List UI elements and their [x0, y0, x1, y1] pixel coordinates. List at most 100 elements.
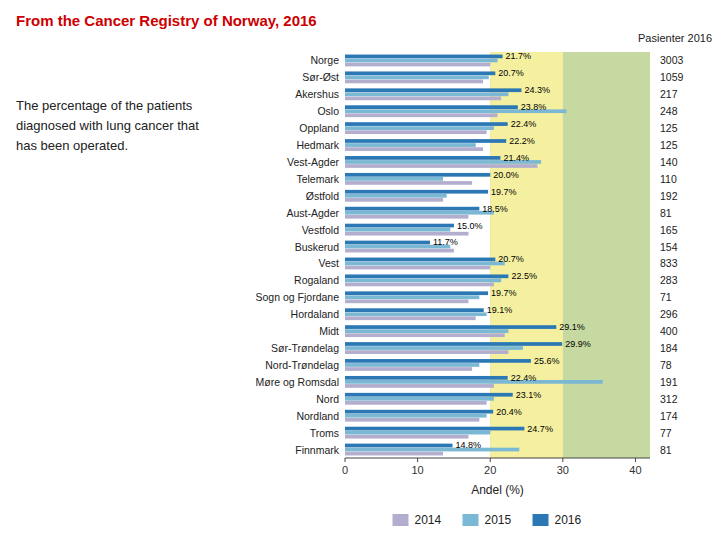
subtitle: The percentage of the patientsdiagnosed …: [16, 98, 199, 153]
legend-label: 2015: [485, 513, 512, 527]
bar: [345, 164, 537, 168]
y-tick-label: Telemark: [296, 173, 339, 185]
bar: [345, 241, 430, 245]
legend-label: 2016: [555, 513, 582, 527]
bar: [345, 224, 454, 228]
data-label: 22.5%: [511, 271, 537, 281]
right-tick-label: 312: [660, 393, 678, 405]
y-tick-label: Buskerud: [295, 241, 340, 253]
bar: [345, 190, 488, 194]
bar: [345, 194, 447, 198]
bar: [345, 143, 476, 147]
bar: [345, 80, 483, 84]
data-label: 21.4%: [503, 153, 529, 163]
x-tick: [635, 458, 636, 462]
bar: [345, 211, 494, 215]
data-label: 19.7%: [491, 187, 517, 197]
y-tick-label: Sogn og Fjordane: [256, 291, 340, 303]
y-tick-label: Vest: [319, 257, 340, 269]
right-tick-label: 77: [660, 427, 672, 439]
bar: [345, 215, 468, 219]
data-label: 19.7%: [491, 288, 517, 298]
bar: [345, 139, 506, 143]
y-tick-label: Hedmark: [296, 139, 339, 151]
y-tick-label: Nord-Trøndelag: [265, 359, 339, 371]
right-tick-label: 125: [660, 122, 678, 134]
bar: [345, 105, 518, 109]
bar: [345, 274, 508, 278]
right-tick-label: 165: [660, 224, 678, 236]
plot-area: [345, 52, 650, 458]
bar: [345, 401, 487, 405]
y-tick-label: Østfold: [306, 190, 339, 202]
data-label: 23.1%: [516, 390, 542, 400]
y-tick-label: Finnmark: [295, 444, 340, 456]
bar: [345, 198, 443, 202]
right-tick-label: 400: [660, 325, 678, 337]
bar: [345, 228, 450, 232]
bar: [345, 92, 508, 96]
data-label: 11.7%: [433, 237, 458, 247]
data-label: 20.0%: [493, 170, 519, 180]
y-tick-label: Midt: [319, 325, 339, 337]
data-label: 20.7%: [498, 68, 524, 78]
bar: [345, 448, 519, 452]
data-label: 19.1%: [487, 305, 513, 315]
bar: [345, 173, 490, 177]
bar: [345, 346, 523, 350]
bar: [345, 232, 468, 236]
right-tick-label: 184: [660, 342, 678, 354]
chart: From the Cancer Registry of Norway, 2016…: [0, 0, 720, 540]
bar: [345, 384, 494, 388]
x-tick-label: 40: [629, 464, 641, 476]
bar: [345, 207, 479, 211]
right-tick-label: 3003: [660, 54, 684, 66]
bar: [345, 258, 495, 262]
y-tick-label: Vestfold: [302, 224, 340, 236]
right-tick-label: 248: [660, 105, 678, 117]
right-tick-label: 154: [660, 241, 678, 253]
bar: [345, 96, 501, 100]
bar: [345, 308, 484, 312]
right-tick-label: 296: [660, 308, 678, 320]
right-tick-label: 217: [660, 88, 678, 100]
x-tick-label: 0: [342, 464, 348, 476]
data-label: 18.5%: [482, 204, 508, 214]
x-tick: [345, 458, 346, 462]
x-tick-label: 10: [411, 464, 423, 476]
bar: [345, 63, 490, 67]
bar: [345, 55, 503, 59]
right-tick-label: 81: [660, 444, 672, 456]
data-label: 22.2%: [509, 136, 535, 146]
y-tick-label: Rogaland: [294, 274, 339, 286]
bar: [345, 181, 472, 185]
right-tick-label: 140: [660, 156, 678, 168]
right-tick-label: 81: [660, 207, 672, 219]
bar: [345, 283, 494, 287]
x-tick: [562, 458, 563, 462]
bar: [345, 363, 479, 367]
bar: [345, 299, 468, 303]
y-tick-label: Sør-Øst: [302, 71, 339, 83]
y-tick-label: Sør-Trøndelag: [271, 342, 339, 354]
data-label: 22.4%: [511, 119, 537, 129]
right-tick-label: 192: [660, 190, 678, 202]
bar: [345, 71, 495, 75]
bar: [345, 312, 487, 316]
bar: [345, 367, 472, 371]
bar: [345, 393, 513, 397]
bar: [345, 126, 494, 130]
y-tick-label: Vest-Agder: [287, 156, 339, 168]
right-tick-label: 125: [660, 139, 678, 151]
bar: [345, 122, 508, 126]
data-label: 20.4%: [496, 407, 522, 417]
bar: [345, 291, 488, 295]
y-tick-label: Hordaland: [291, 308, 340, 320]
right-tick-label: 71: [660, 291, 672, 303]
bar: [345, 380, 603, 384]
x-tick: [417, 458, 418, 462]
x-axis-label: Andel (%): [471, 483, 524, 497]
legend-swatch: [463, 514, 479, 526]
bar: [345, 376, 508, 380]
right-header: Pasienter 2016: [638, 32, 712, 44]
